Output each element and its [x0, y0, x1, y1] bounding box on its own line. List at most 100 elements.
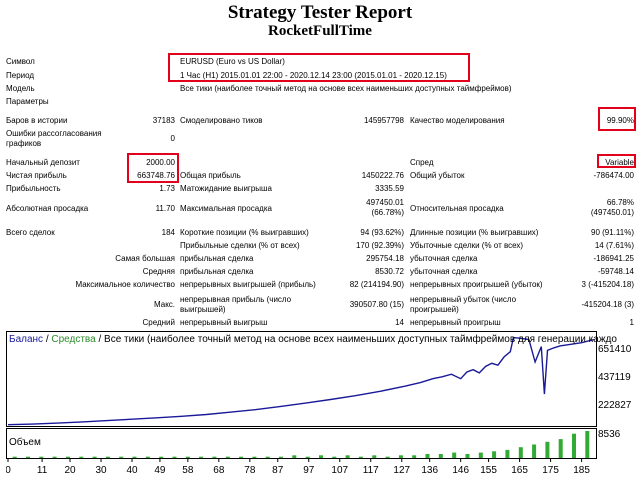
- total-trades-label: Всего сделок: [6, 228, 55, 237]
- model-value: Все тики (наиболее точный метод на основ…: [180, 84, 512, 93]
- cons-wins-label: непрерывных выигрышей (прибыль): [180, 280, 316, 289]
- quality-label: Качество моделирования: [410, 116, 505, 125]
- x-tick-label: 117: [363, 465, 379, 476]
- chart-legend: Баланс / Средства / Все тики (наиболее т…: [9, 334, 617, 346]
- x-tick-label: 0: [6, 465, 11, 476]
- volume-bar: [292, 455, 297, 458]
- y-tick-3: 222827: [598, 400, 632, 411]
- volume-bar: [438, 454, 443, 458]
- max-drawdown-value: 497450.01: [366, 198, 404, 207]
- volume-plot-frame: [6, 428, 597, 459]
- gross-profit-label: Общая прибыль: [180, 171, 241, 180]
- balance-series-line: [7, 336, 595, 426]
- x-tick-label: 11: [37, 465, 48, 476]
- x-tick-label: 87: [272, 465, 284, 476]
- long-positions-value: 90 (91.11%): [591, 228, 634, 237]
- cons-losses-label: непрерывных проигрышей (убыток): [410, 280, 543, 289]
- volume-bar: [572, 433, 576, 458]
- avg-loss-label: убыточная сделка: [410, 267, 478, 276]
- report-subtitle: RocketFullTime: [268, 23, 372, 39]
- avg-cons-win-label: непрерывный выигрыш: [180, 318, 268, 327]
- volume-bar: [92, 456, 97, 459]
- model-label: Модель: [6, 84, 35, 93]
- x-tick-label: 40: [126, 465, 138, 476]
- rel-drawdown-label: Относительная просадка: [410, 204, 504, 213]
- main-plot-frame: [6, 331, 597, 427]
- volume-bar: [532, 444, 537, 458]
- errors-label: Ошибки рассогласования графиков: [6, 129, 102, 148]
- x-tick-label: 49: [154, 465, 166, 476]
- gross-loss-value: -786474.00: [593, 171, 634, 180]
- short-positions-label: Короткие позиции (% выигравших): [180, 228, 309, 237]
- volume-bar: [398, 455, 403, 458]
- avg-loss-value: -59748.14: [597, 267, 634, 276]
- rel-drawdown-percent: 66.78%: [606, 198, 634, 207]
- x-tick-label: 78: [244, 465, 256, 476]
- x-tick-label: 155: [480, 465, 497, 476]
- balance-chart: 0 11 20 30 40 49 58 68 78 87 97 107 117 127 136 146 155 1…: [5, 331, 634, 478]
- largest-profit-label: прибыльная сделка: [180, 254, 254, 263]
- ticks-label: Смоделировано тиков: [180, 116, 263, 125]
- x-tick-label: 107: [331, 465, 348, 476]
- volume-bar: [345, 455, 350, 458]
- x-tick-label: 127: [393, 465, 410, 476]
- symbol-value: EURUSD (Euro vs US Dollar): [180, 57, 285, 66]
- volume-bar: [159, 456, 164, 459]
- long-positions-label: Длинные позиции (% выигравших): [410, 228, 539, 237]
- max-drawdown-percent: (66.78%): [371, 208, 404, 217]
- volume-bar: [39, 456, 44, 459]
- symbol-label: Символ: [6, 57, 35, 66]
- profit-factor-label: Прибыльность: [6, 184, 61, 193]
- abs-drawdown-value: 11.70: [155, 204, 175, 213]
- bars-value: 37183: [152, 116, 175, 125]
- total-trades-value: 184: [161, 228, 175, 237]
- volume-bar: [358, 456, 363, 459]
- avg-profit-value: 8530.72: [375, 267, 404, 276]
- loss-trades-value: 14 (7.61%): [594, 241, 634, 250]
- volume-bar: [265, 456, 270, 459]
- volume-bar: [505, 449, 510, 458]
- gross-loss-label: Общий убыток: [410, 171, 465, 180]
- volume-bar: [199, 456, 204, 459]
- volume-bar: [65, 456, 70, 459]
- max-drawdown-label: Максимальная просадка: [180, 204, 272, 213]
- deposit-value: 2000.00: [146, 158, 175, 167]
- abs-drawdown-label: Абсолютная просадка: [6, 204, 89, 213]
- profit-trades-label: Прибыльные сделки (% от всех): [180, 241, 300, 250]
- volume-bar: [319, 455, 323, 458]
- gross-profit-value: 1450222.76: [361, 171, 404, 180]
- volume-bar: [145, 456, 150, 459]
- largest-label: Самая большая: [115, 254, 175, 263]
- x-tick-label: 97: [303, 465, 315, 476]
- volume-tick: 8536: [598, 429, 621, 440]
- max-count-label: Максимальное количество: [75, 280, 175, 289]
- volume-bar: [465, 454, 470, 458]
- cons-losses-value: 3 (-415204.18): [581, 280, 634, 289]
- volume-bar: [185, 456, 190, 459]
- y-tick-2: 437119: [598, 372, 631, 383]
- highlight-deposit-net: [127, 153, 179, 183]
- cons-profit-label: непрерывная прибыль (число выигрышей): [180, 295, 292, 314]
- largest-loss-value: -186941.25: [593, 254, 634, 263]
- report-title: Strategy Tester Report: [227, 2, 413, 23]
- legend-equity: Средства: [51, 334, 96, 345]
- net-profit-label: Чистая прибыль: [6, 171, 67, 180]
- volume-bar: [372, 455, 377, 458]
- volume-bar: [105, 456, 110, 459]
- volume-bar: [492, 451, 497, 459]
- period-value: 1 Час (H1) 2015.01.01 22:00 - 2020.12.14…: [180, 71, 447, 80]
- largest-profit-value: 295754.18: [366, 254, 404, 263]
- short-positions-value: 94 (93.62%): [360, 228, 404, 237]
- volume-bar: [332, 456, 337, 459]
- x-tick-label: 30: [95, 465, 107, 476]
- legend-sep: /: [43, 334, 52, 345]
- volume-bar: [252, 456, 257, 459]
- ticks-value: 145957798: [363, 116, 404, 125]
- avg-cons-win-value: 14: [395, 318, 404, 327]
- profit-factor-value: 1.73: [159, 184, 175, 193]
- x-tick-label: 68: [213, 465, 225, 476]
- volume-bar: [545, 441, 550, 458]
- x-tick-label: 136: [421, 465, 438, 476]
- net-profit-value: 663748.76: [137, 171, 175, 180]
- largest-loss-label: убыточная сделка: [410, 254, 478, 263]
